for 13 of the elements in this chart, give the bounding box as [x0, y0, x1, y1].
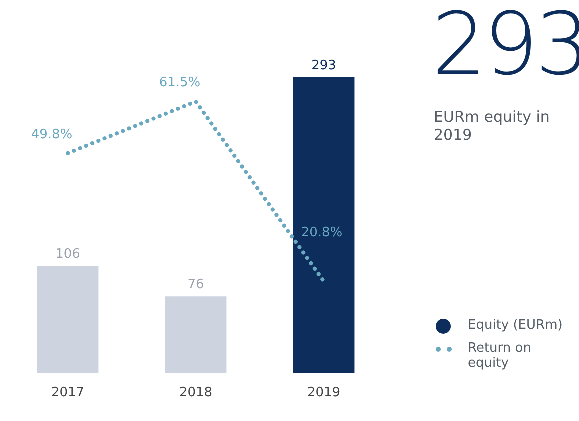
- text: EURm equity in 2019: [434, 108, 551, 144]
- data-label: 76: [188, 278, 204, 293]
- data-label: 49.8%: [31, 127, 73, 142]
- data-label: 20.8%: [301, 225, 343, 240]
- data-label: 61.5%: [159, 76, 201, 91]
- x-tick-label: 2018: [179, 386, 213, 401]
- text: 293: [432, 0, 579, 95]
- legend-label: Equity (EURm): [468, 318, 564, 333]
- legend-label: Return on equity: [468, 341, 532, 371]
- x-tick-label: 2019: [307, 386, 341, 401]
- data-label: 106: [56, 247, 80, 262]
- data-label: 293: [312, 58, 336, 74]
- x-tick-label: 2017: [51, 386, 85, 401]
